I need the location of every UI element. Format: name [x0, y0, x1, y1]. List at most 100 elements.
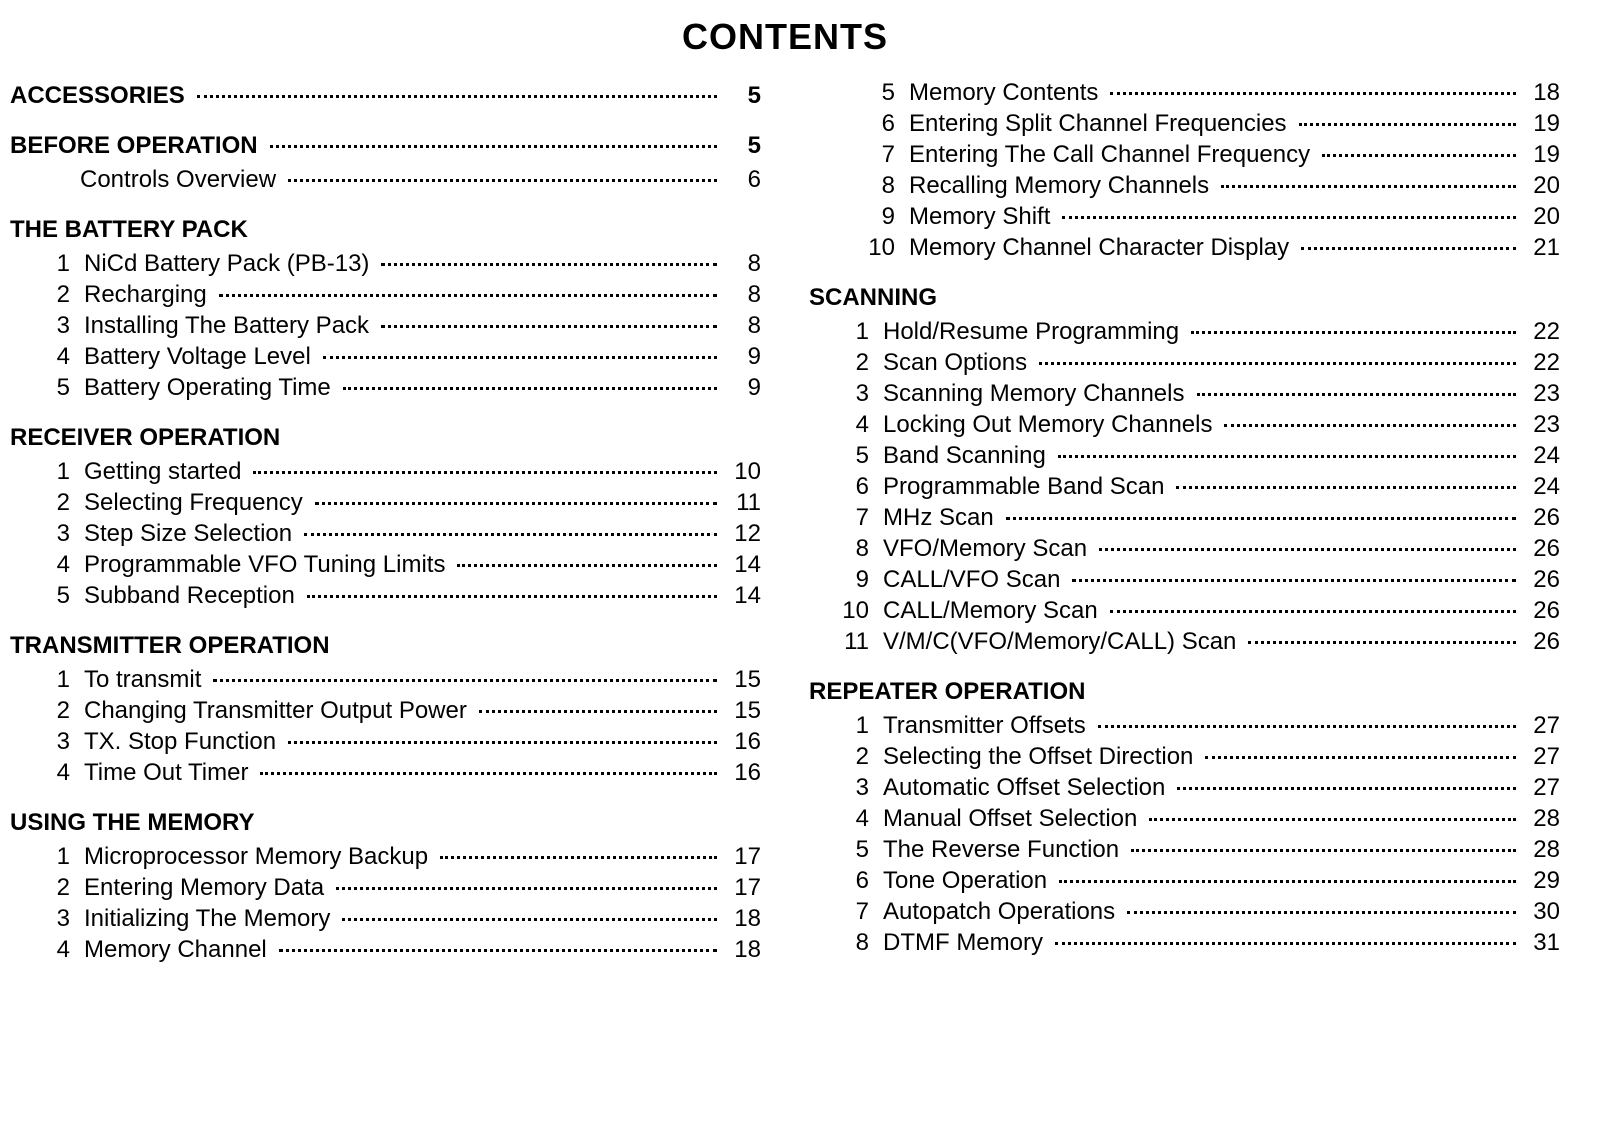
- dot-leader: [1131, 849, 1516, 852]
- dot-leader: [1127, 911, 1516, 914]
- toc-item-label: Automatic Offset Selection: [883, 774, 1171, 802]
- toc-row: 4Locking Out Memory Channels23: [809, 411, 1560, 439]
- toc-row: 7Entering The Call Channel Frequency19: [809, 141, 1560, 169]
- dot-leader: [213, 679, 717, 682]
- toc-row: 4Time Out Timer16: [10, 759, 761, 787]
- toc-item-number: 2: [34, 281, 84, 309]
- toc-heading: ACCESSORIES5: [10, 82, 761, 110]
- dot-leader: [1058, 455, 1516, 458]
- toc-item-number: 5: [34, 374, 84, 402]
- dot-leader: [197, 95, 717, 98]
- toc-row: 11V/M/C(VFO/Memory/CALL) Scan26: [809, 628, 1560, 656]
- toc-item-number: 8: [833, 929, 883, 957]
- toc-section: USING THE MEMORY1Microprocessor Memory B…: [10, 809, 761, 964]
- toc-row: 7MHz Scan26: [809, 504, 1560, 532]
- toc-item-number: 8: [833, 535, 883, 563]
- toc-row: 9Memory Shift20: [809, 203, 1560, 231]
- toc-item-label: V/M/C(VFO/Memory/CALL) Scan: [883, 628, 1242, 656]
- dot-leader: [342, 918, 717, 921]
- toc-item-number: 10: [859, 234, 909, 262]
- toc-section: TRANSMITTER OPERATION1To transmit152Chan…: [10, 632, 761, 787]
- toc-row: 5Subband Reception14: [10, 582, 761, 610]
- toc-item-number: 3: [833, 380, 883, 408]
- toc-page-number: 16: [723, 759, 761, 787]
- dot-leader: [1322, 154, 1516, 157]
- toc-item-label: Memory Channel Character Display: [909, 234, 1295, 262]
- toc-page-number: 23: [1522, 411, 1560, 439]
- toc-page-number: 31: [1522, 929, 1560, 957]
- dot-leader: [1055, 942, 1516, 945]
- toc-heading: BEFORE OPERATION5: [10, 132, 761, 160]
- toc-item-label: DTMF Memory: [883, 929, 1049, 957]
- toc-item-label: Programmable Band Scan: [883, 473, 1170, 501]
- toc-item-label: VFO/Memory Scan: [883, 535, 1093, 563]
- toc-item-number: 4: [34, 936, 84, 964]
- dot-leader: [336, 887, 717, 890]
- toc-page-number: 15: [723, 666, 761, 694]
- dot-leader: [1177, 787, 1516, 790]
- toc-item-label: Memory Channel: [84, 936, 273, 964]
- toc-item-number: 9: [859, 203, 909, 231]
- toc-page-number: 20: [1522, 203, 1560, 231]
- toc-item-number: 2: [34, 489, 84, 517]
- dot-leader: [1072, 579, 1516, 582]
- toc-item-label: Getting started: [84, 458, 247, 486]
- toc-page-number: 14: [723, 551, 761, 579]
- toc-item-number: 5: [833, 836, 883, 864]
- toc-page-number: 30: [1522, 898, 1560, 926]
- toc-heading-label: THE BATTERY PACK: [10, 216, 254, 244]
- dot-leader: [307, 595, 717, 598]
- toc-page-number: 12: [723, 520, 761, 548]
- toc-page-number: 22: [1522, 318, 1560, 346]
- toc-page-number: 26: [1522, 566, 1560, 594]
- dot-leader: [1149, 818, 1516, 821]
- toc-row: 2Changing Transmitter Output Power15: [10, 697, 761, 725]
- toc-item-label: CALL/Memory Scan: [883, 597, 1104, 625]
- dot-leader: [1248, 641, 1516, 644]
- toc-section: REPEATER OPERATION1Transmitter Offsets27…: [809, 678, 1560, 957]
- toc-row: 3TX. Stop Function16: [10, 728, 761, 756]
- toc-item-number: 4: [34, 343, 84, 371]
- toc-row: 5Battery Operating Time9: [10, 374, 761, 402]
- toc-item-number: 2: [833, 743, 883, 771]
- left-column: ACCESSORIES5BEFORE OPERATION5Controls Ov…: [10, 76, 761, 986]
- toc-section: SCANNING1Hold/Resume Programming222Scan …: [809, 284, 1560, 656]
- toc-row: 2Scan Options22: [809, 349, 1560, 377]
- dot-leader: [1006, 517, 1516, 520]
- dot-leader: [288, 179, 717, 182]
- toc-item-label: Battery Voltage Level: [84, 343, 317, 371]
- toc-row: 4Manual Offset Selection28: [809, 805, 1560, 833]
- contents-page: CONTENTS ACCESSORIES5BEFORE OPERATION5Co…: [0, 0, 1600, 1026]
- toc-row: 3Initializing The Memory18: [10, 905, 761, 933]
- toc-item-number: 2: [34, 874, 84, 902]
- toc-page-number: 8: [723, 281, 761, 309]
- dot-leader: [315, 502, 717, 505]
- toc-row: 4Programmable VFO Tuning Limits14: [10, 551, 761, 579]
- toc-row: 5Band Scanning24: [809, 442, 1560, 470]
- toc-page-number: 26: [1522, 628, 1560, 656]
- toc-item-label: Scan Options: [883, 349, 1033, 377]
- toc-item-number: 7: [859, 141, 909, 169]
- toc-page-number: 27: [1522, 743, 1560, 771]
- toc-item-number: 3: [34, 905, 84, 933]
- toc-page-number: 20: [1522, 172, 1560, 200]
- toc-item-number: 4: [833, 805, 883, 833]
- toc-heading-label: BEFORE OPERATION: [10, 132, 264, 160]
- toc-item-label: Recharging: [84, 281, 213, 309]
- toc-item-number: 5: [833, 442, 883, 470]
- toc-page-number: 18: [723, 936, 761, 964]
- toc-row: 3Scanning Memory Channels23: [809, 380, 1560, 408]
- toc-heading: THE BATTERY PACK: [10, 216, 761, 244]
- toc-item-number: 7: [833, 504, 883, 532]
- toc-page-number: 10: [723, 458, 761, 486]
- toc-item-number: 6: [859, 110, 909, 138]
- toc-item-number: 9: [833, 566, 883, 594]
- dot-leader: [1301, 247, 1516, 250]
- toc-item-label: Microprocessor Memory Backup: [84, 843, 434, 871]
- toc-page-number: 15: [723, 697, 761, 725]
- toc-item-label: Installing The Battery Pack: [84, 312, 375, 340]
- toc-page-number: 28: [1522, 805, 1560, 833]
- dot-leader: [1205, 756, 1516, 759]
- toc-row: 8DTMF Memory 31: [809, 929, 1560, 957]
- toc-heading-label: REPEATER OPERATION: [809, 678, 1091, 706]
